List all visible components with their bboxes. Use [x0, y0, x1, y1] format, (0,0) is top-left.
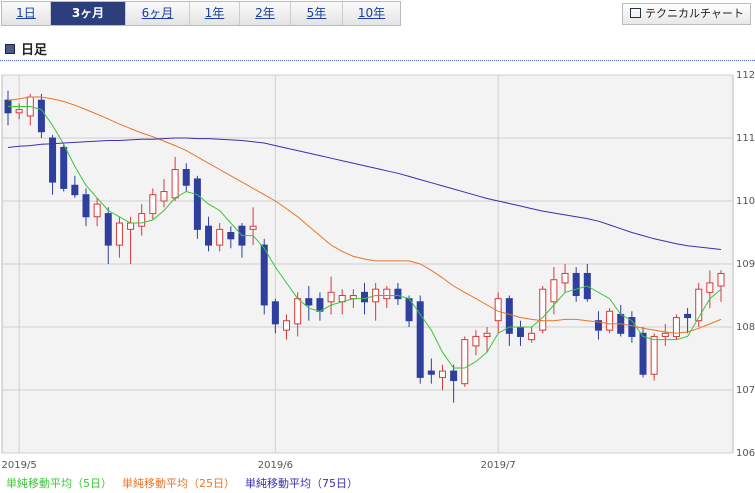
candle-body [672, 317, 680, 337]
period-tabs: 1日 3ヶ月 6ヶ月 1年 2年 5年 10年 [1, 1, 401, 26]
candle-body [305, 298, 313, 306]
moving-average-line [8, 106, 722, 369]
candle-body [438, 370, 446, 378]
candle-body [650, 335, 658, 375]
candle-body [260, 244, 268, 306]
candle-body [249, 225, 257, 230]
candle-body [193, 178, 201, 230]
candle-body [427, 370, 435, 375]
tab[interactable]: 1日 [2, 2, 51, 25]
candle-body [60, 146, 68, 189]
legend-entry: 単純移動平均（25日） [122, 476, 235, 490]
candle-body [93, 203, 101, 218]
candle-body [327, 291, 335, 303]
candle-body [606, 310, 614, 331]
candle-body [37, 99, 45, 133]
candle-body [572, 272, 580, 297]
candle-body [695, 288, 703, 322]
candle-body [561, 272, 569, 284]
tab[interactable]: 5年 [291, 2, 343, 25]
y-tick-label: 107 [736, 385, 755, 396]
candle-body [115, 222, 123, 246]
candle-body [205, 225, 213, 246]
section-title: 日足 [21, 43, 48, 58]
tab[interactable]: 1年 [190, 2, 240, 25]
candle-body [539, 288, 547, 331]
x-tick-label: 2019/7 [481, 460, 516, 471]
candle-body [138, 213, 146, 227]
button-label: テクニカルチャート [645, 7, 744, 20]
tab[interactable]: 6ヶ月 [126, 2, 190, 25]
candle-body [182, 169, 190, 186]
candle-body [717, 272, 725, 287]
candle-body [82, 194, 90, 218]
candle-body [628, 317, 636, 337]
y-tick-label: 110 [736, 196, 755, 207]
candle-body [15, 109, 23, 114]
candle-body [639, 332, 647, 375]
tab[interactable]: 10年 [343, 2, 400, 25]
candle-body [461, 339, 469, 385]
candle-body [149, 194, 157, 215]
candle-body [594, 320, 602, 331]
candle-body [450, 370, 458, 382]
legend-entry: 単純移動平均（5日） [6, 476, 112, 490]
moving-average-line [7, 137, 722, 250]
candle-body [216, 228, 224, 246]
tab-selected[interactable]: 3ヶ月 [51, 2, 126, 25]
y-tick-label: 112 [736, 70, 755, 81]
candle-body [661, 332, 669, 337]
candle-body [516, 326, 524, 337]
candle-body [383, 288, 391, 300]
y-tick-label: 109 [736, 259, 755, 270]
candle-body [49, 137, 57, 183]
candle-body [706, 282, 714, 293]
divider [0, 60, 755, 61]
candle-body [550, 279, 558, 303]
candle-body [283, 320, 291, 331]
y-tick-label: 111 [736, 133, 755, 144]
candle-body [505, 298, 513, 334]
icon [5, 44, 15, 54]
y-tick-label: 108 [736, 322, 755, 333]
candle-body [171, 169, 179, 199]
x-tick-label: 2019/6 [258, 460, 293, 471]
candle-body [294, 298, 302, 325]
icon [630, 8, 641, 18]
section-header: 日足 [5, 39, 47, 58]
technical-chart-button[interactable]: テクニカルチャート [622, 3, 751, 25]
candle-body [483, 332, 491, 337]
candle-body [361, 291, 368, 303]
x-tick-label: 2019/5 [2, 460, 37, 471]
candle-body [127, 222, 135, 230]
candle-body [528, 332, 536, 341]
candle-body [104, 213, 112, 246]
y-tick-label: 106 [736, 448, 755, 459]
candle-body [160, 191, 168, 202]
candle-body [684, 313, 692, 319]
candle-body [472, 335, 480, 347]
candle-body [271, 301, 279, 325]
candle-body [316, 298, 324, 312]
candle-body [71, 184, 79, 196]
candle-body [227, 232, 235, 240]
tab[interactable]: 2年 [240, 2, 291, 25]
candle-body [416, 301, 424, 378]
legend-entry: 単純移動平均（75日） [245, 476, 358, 490]
candle-body [394, 288, 402, 300]
moving-average-line [7, 96, 722, 334]
